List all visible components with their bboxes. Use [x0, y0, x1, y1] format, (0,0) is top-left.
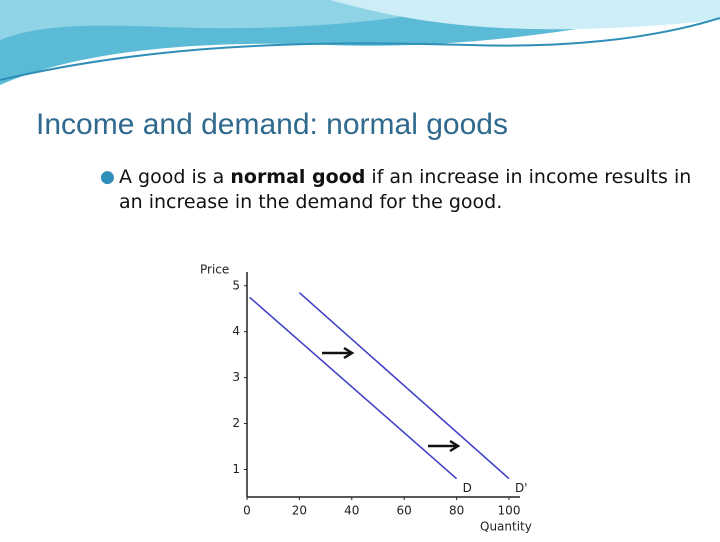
demand-line — [298, 292, 510, 480]
y-tick-label: 1 — [232, 462, 240, 476]
bold-term: normal good — [230, 166, 366, 188]
x-tick-label: 40 — [344, 504, 359, 518]
wave — [330, 0, 720, 30]
x-axis-label: Quantity — [480, 520, 532, 534]
bullet-dot: ● — [100, 167, 115, 187]
x-tick-label: 0 — [243, 504, 251, 518]
x-tick-label: 80 — [449, 504, 464, 518]
arrow — [322, 346, 355, 360]
y-tick-label: 5 — [232, 278, 240, 292]
x-tick-label: 100 — [498, 504, 521, 518]
chart-box: Price Quantity 1 2 3 4 5 0 20 40 60 80 100 D D' — [170, 255, 548, 538]
text: A good is a — [119, 166, 231, 188]
y-axis-label: Price — [200, 263, 229, 277]
slide-title: Income and demand: normal goods — [36, 108, 508, 141]
bullet-text: A good is a normal good if an increase i… — [100, 165, 700, 215]
bullet: ● A good is a normal good if an increase… — [100, 165, 700, 215]
series-label: D' — [515, 481, 528, 495]
x-tick-label: 60 — [397, 504, 412, 518]
demand-line — [249, 296, 458, 480]
series-label: D — [463, 481, 472, 495]
wave — [0, 0, 480, 40]
y-tick-label: 3 — [232, 370, 240, 384]
wave-line — [0, 17, 720, 81]
y-tick-label: 2 — [232, 416, 240, 430]
arrow — [428, 439, 461, 453]
chart: Price Quantity 1 2 3 4 5 0 20 40 60 80 100 D D' — [200, 263, 532, 534]
text: if an increase in income results in an i… — [119, 166, 692, 213]
header-decoration — [0, 0, 720, 85]
y-tick-label: 4 — [232, 324, 240, 338]
x-tick-label: 20 — [292, 504, 307, 518]
